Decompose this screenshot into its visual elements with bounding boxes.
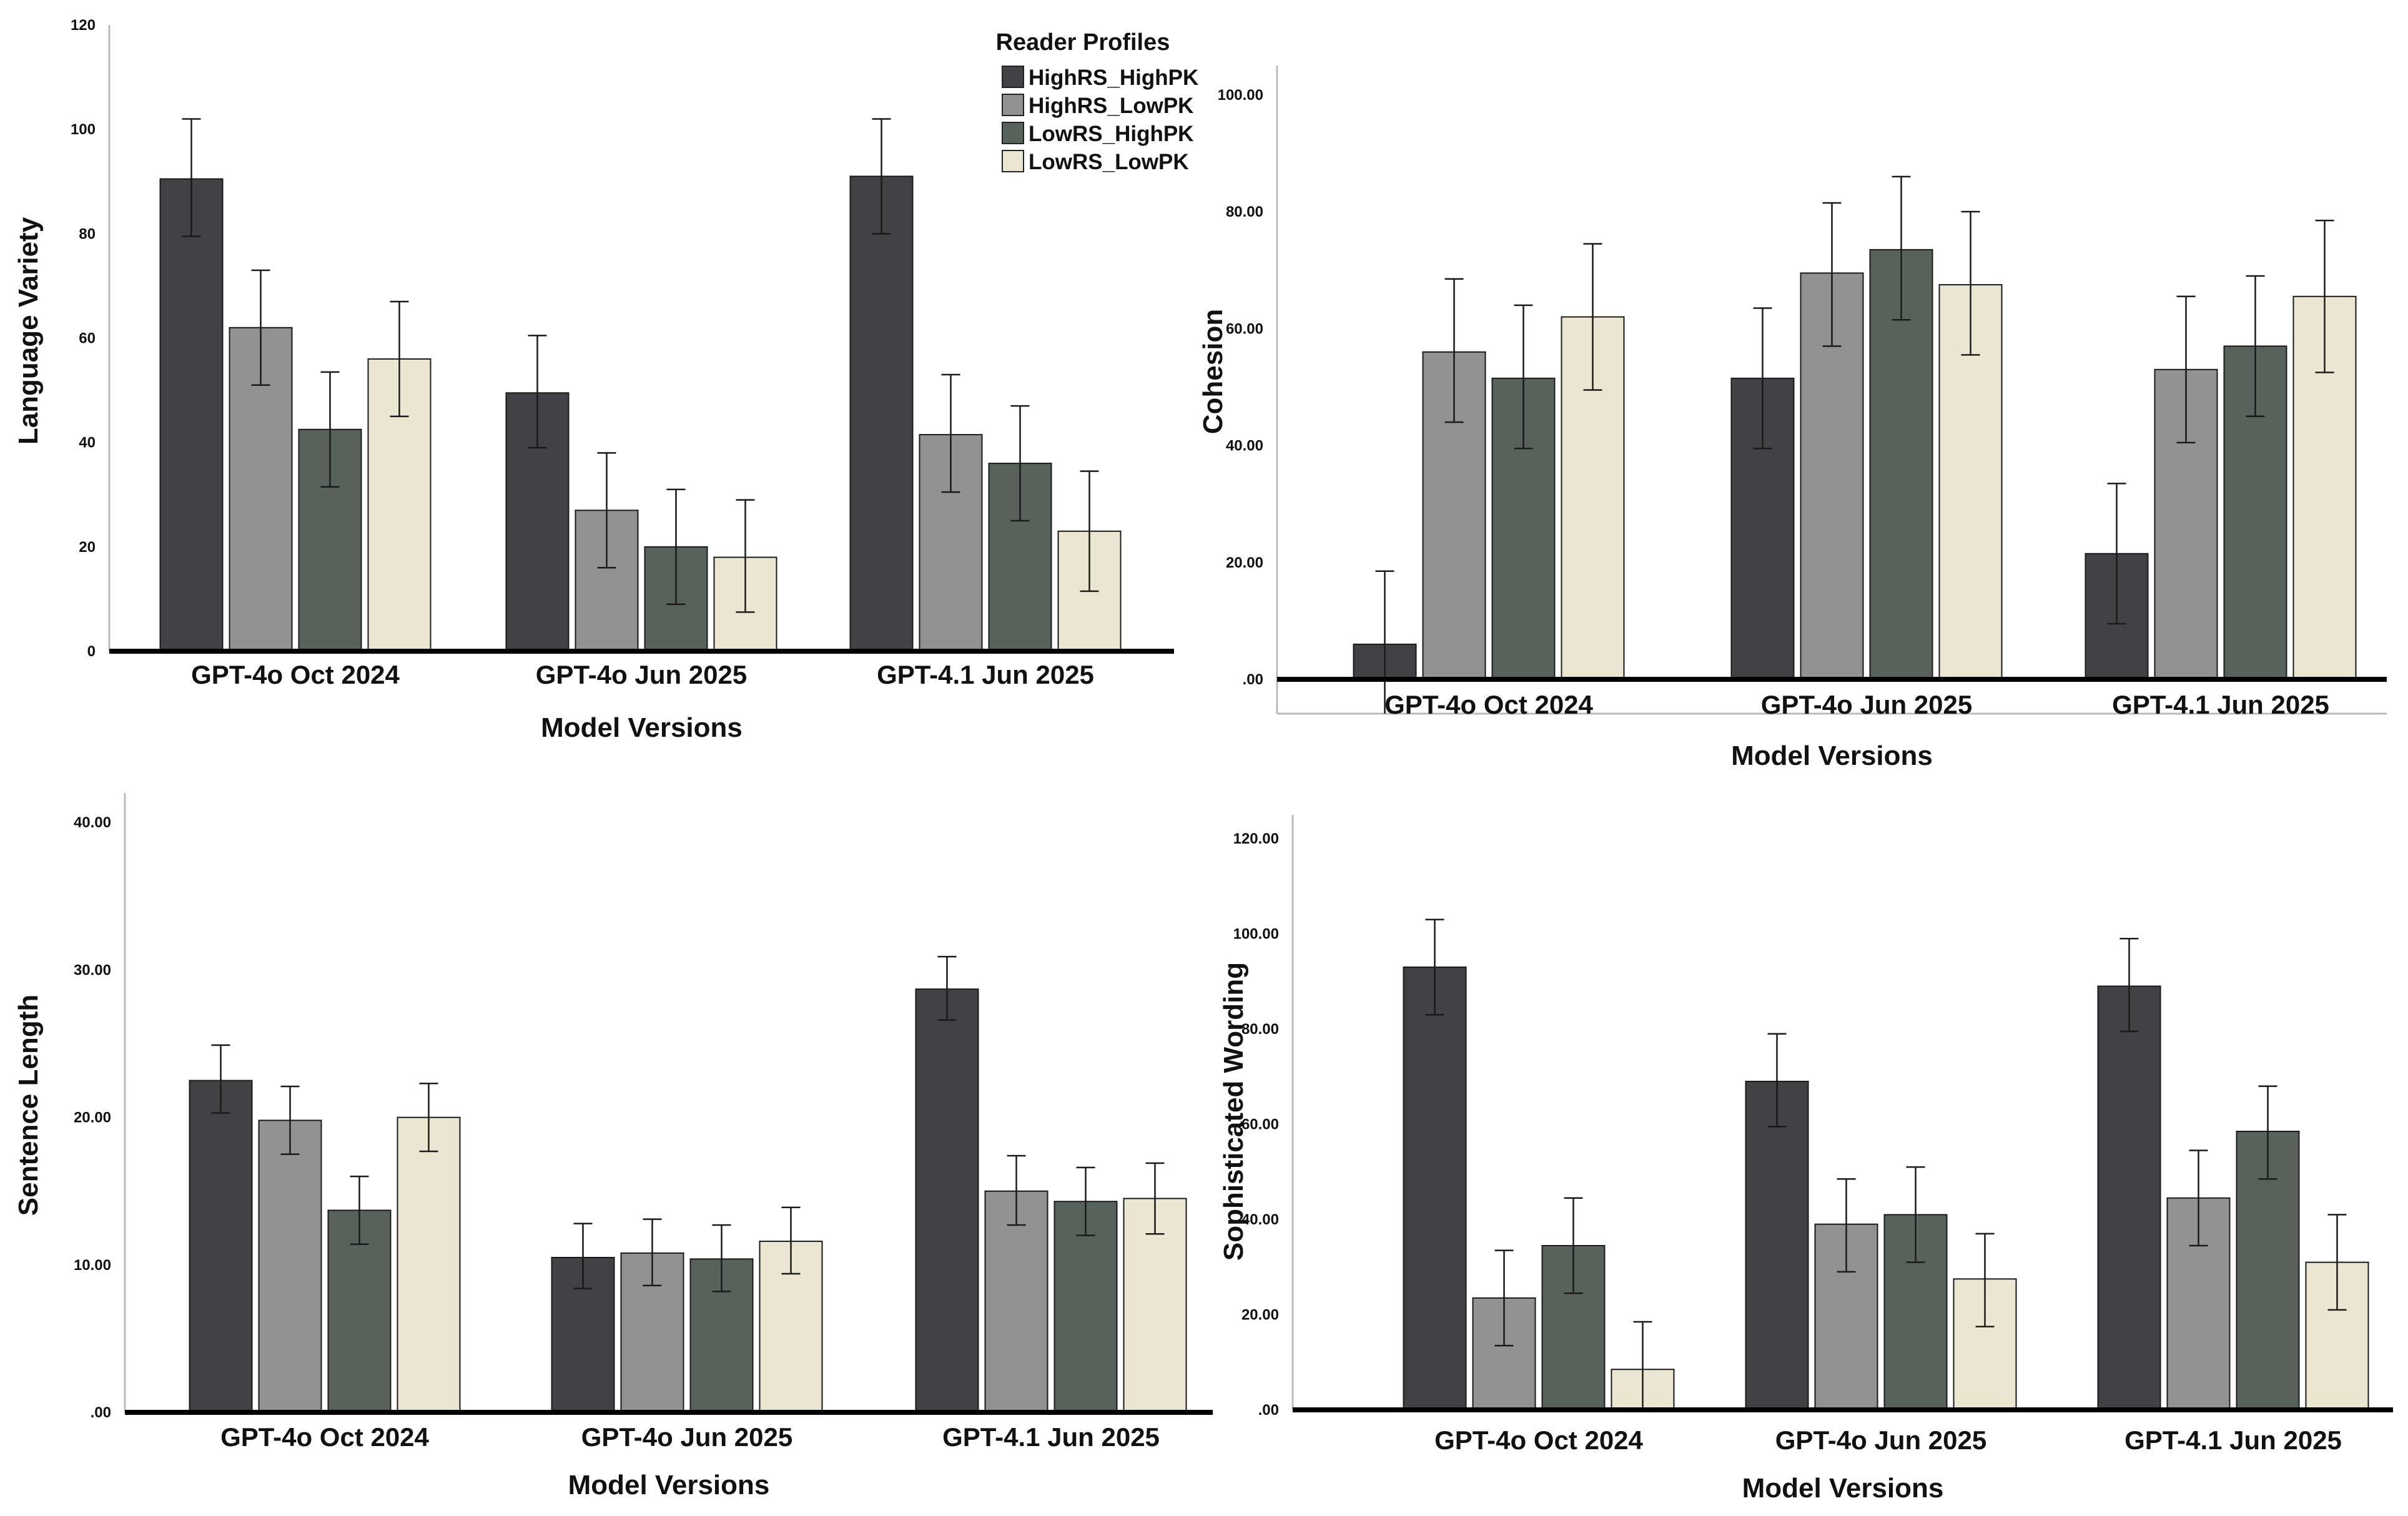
bar-highrs-lowpk — [984, 1190, 1049, 1413]
category-label: GPT-4o Jun 2025 — [1775, 1425, 1986, 1455]
y-tick-label: 60 — [79, 330, 96, 347]
y-tick-label: 10.00 — [74, 1257, 111, 1274]
bar-lowrs-highpk — [1054, 1201, 1118, 1413]
category-label: GPT-4o Oct 2024 — [220, 1422, 429, 1452]
panel-cohesion: .00 20.00 40.00 60.00 80.00 100.00 GPT-4o Oct … — [1198, 66, 2387, 771]
legend-label-1: HighRS_LowPK — [1029, 94, 1193, 118]
y-tick-label: .00 — [1243, 671, 1263, 688]
y-tick-label: 20.00 — [1226, 554, 1263, 571]
legend-swatch-2 — [1002, 122, 1024, 144]
bar-lowrs-lowpk — [397, 1116, 461, 1413]
bar-highrs-lowpk — [258, 1120, 322, 1414]
y-axis-title: Sophisticated Wording — [1218, 962, 1249, 1261]
category-label: GPT-4o Oct 2024 — [191, 660, 400, 689]
y-tick-label: 80 — [79, 225, 96, 242]
bar-highrs-highpk — [1403, 966, 1467, 1410]
panel-sophisticated-wording: .00 20.00 40.00 60.00 80.00 100.00 120.00 GPT-4… — [1218, 815, 2393, 1504]
panel-sentence-length: .00 10.00 20.00 30.00 40.00 GPT-4o Oct 2024 GP… — [13, 793, 1213, 1500]
y-tick-label: 0 — [87, 643, 96, 660]
category-label: GPT-4o Oct 2024 — [1434, 1425, 1643, 1455]
y-tick-label: .00 — [1258, 1402, 1279, 1419]
y-tick-label: 20.00 — [74, 1110, 111, 1126]
legend-swatch-1 — [1002, 94, 1024, 116]
y-tick-label: 40.00 — [74, 814, 111, 831]
bar-highrs-lowpk — [1814, 1223, 1878, 1410]
y-tick-label: 20 — [79, 539, 96, 556]
x-axis-title: Model Versions — [1742, 1473, 1944, 1504]
y-axis-title: Sentence Length — [13, 995, 44, 1216]
y-tick-label: 60.00 — [1241, 1116, 1279, 1133]
bar-highrs-highpk — [189, 1080, 253, 1413]
bar-highrs-highpk — [2097, 985, 2161, 1410]
y-tick-label: 120.00 — [1233, 830, 1279, 847]
legend: Reader Profiles HighRS_HighPK HighRS_Low… — [996, 29, 1199, 174]
x-axis-title: Model Versions — [541, 712, 743, 743]
legend-label-3: LowRS_LowPK — [1029, 150, 1189, 174]
category-label: GPT-4o Jun 2025 — [581, 1422, 792, 1452]
y-tick-label: 100 — [71, 121, 96, 138]
legend-label-2: LowRS_HighPK — [1029, 122, 1193, 146]
legend-swatch-3 — [1002, 150, 1024, 172]
bar-highrs-highpk — [159, 178, 224, 652]
y-tick-label: 100.00 — [1233, 926, 1279, 943]
y-axis-title: Cohesion — [1198, 309, 1228, 434]
y-tick-label: 40 — [79, 435, 96, 451]
panel-language-variety: 0 20 40 60 80 100 120 GPT-4o Oct 2024 GPT-4o Jun… — [13, 17, 1174, 743]
y-tick-label: 100.00 — [1218, 87, 1263, 104]
y-tick-label: 80.00 — [1226, 204, 1263, 220]
category-label: GPT-4.1 Jun 2025 — [942, 1422, 1160, 1452]
bar-highrs-highpk — [915, 988, 979, 1413]
y-tick-label: 60.00 — [1226, 320, 1263, 337]
legend-swatch-0 — [1002, 66, 1024, 88]
y-tick-label: .00 — [91, 1404, 111, 1421]
x-axis-title: Model Versions — [1731, 741, 1933, 771]
y-tick-label: 40.00 — [1241, 1211, 1279, 1228]
legend-title: Reader Profiles — [996, 29, 1170, 56]
y-axis-title: Language Variety — [13, 217, 44, 445]
category-label: GPT-4.1 Jun 2025 — [877, 660, 1094, 689]
y-tick-label: 80.00 — [1241, 1021, 1279, 1038]
category-label: GPT-4o Jun 2025 — [1761, 690, 1972, 719]
y-tick-label: 30.00 — [74, 962, 111, 978]
category-label: GPT-4.1 Jun 2025 — [2112, 690, 2329, 719]
category-label: GPT-4o Oct 2024 — [1384, 690, 1593, 719]
category-label: GPT-4.1 Jun 2025 — [2124, 1425, 2342, 1455]
category-label: GPT-4o Jun 2025 — [536, 660, 747, 689]
x-axis-title: Model Versions — [568, 1470, 770, 1500]
y-tick-label: 120 — [71, 17, 96, 34]
bar-highrs-highpk — [1745, 1080, 1809, 1410]
legend-label-0: HighRS_HighPK — [1029, 66, 1198, 90]
y-tick-label: 20.00 — [1241, 1307, 1279, 1324]
y-tick-label: 40.00 — [1226, 438, 1263, 455]
bar-highrs-highpk — [849, 175, 914, 652]
